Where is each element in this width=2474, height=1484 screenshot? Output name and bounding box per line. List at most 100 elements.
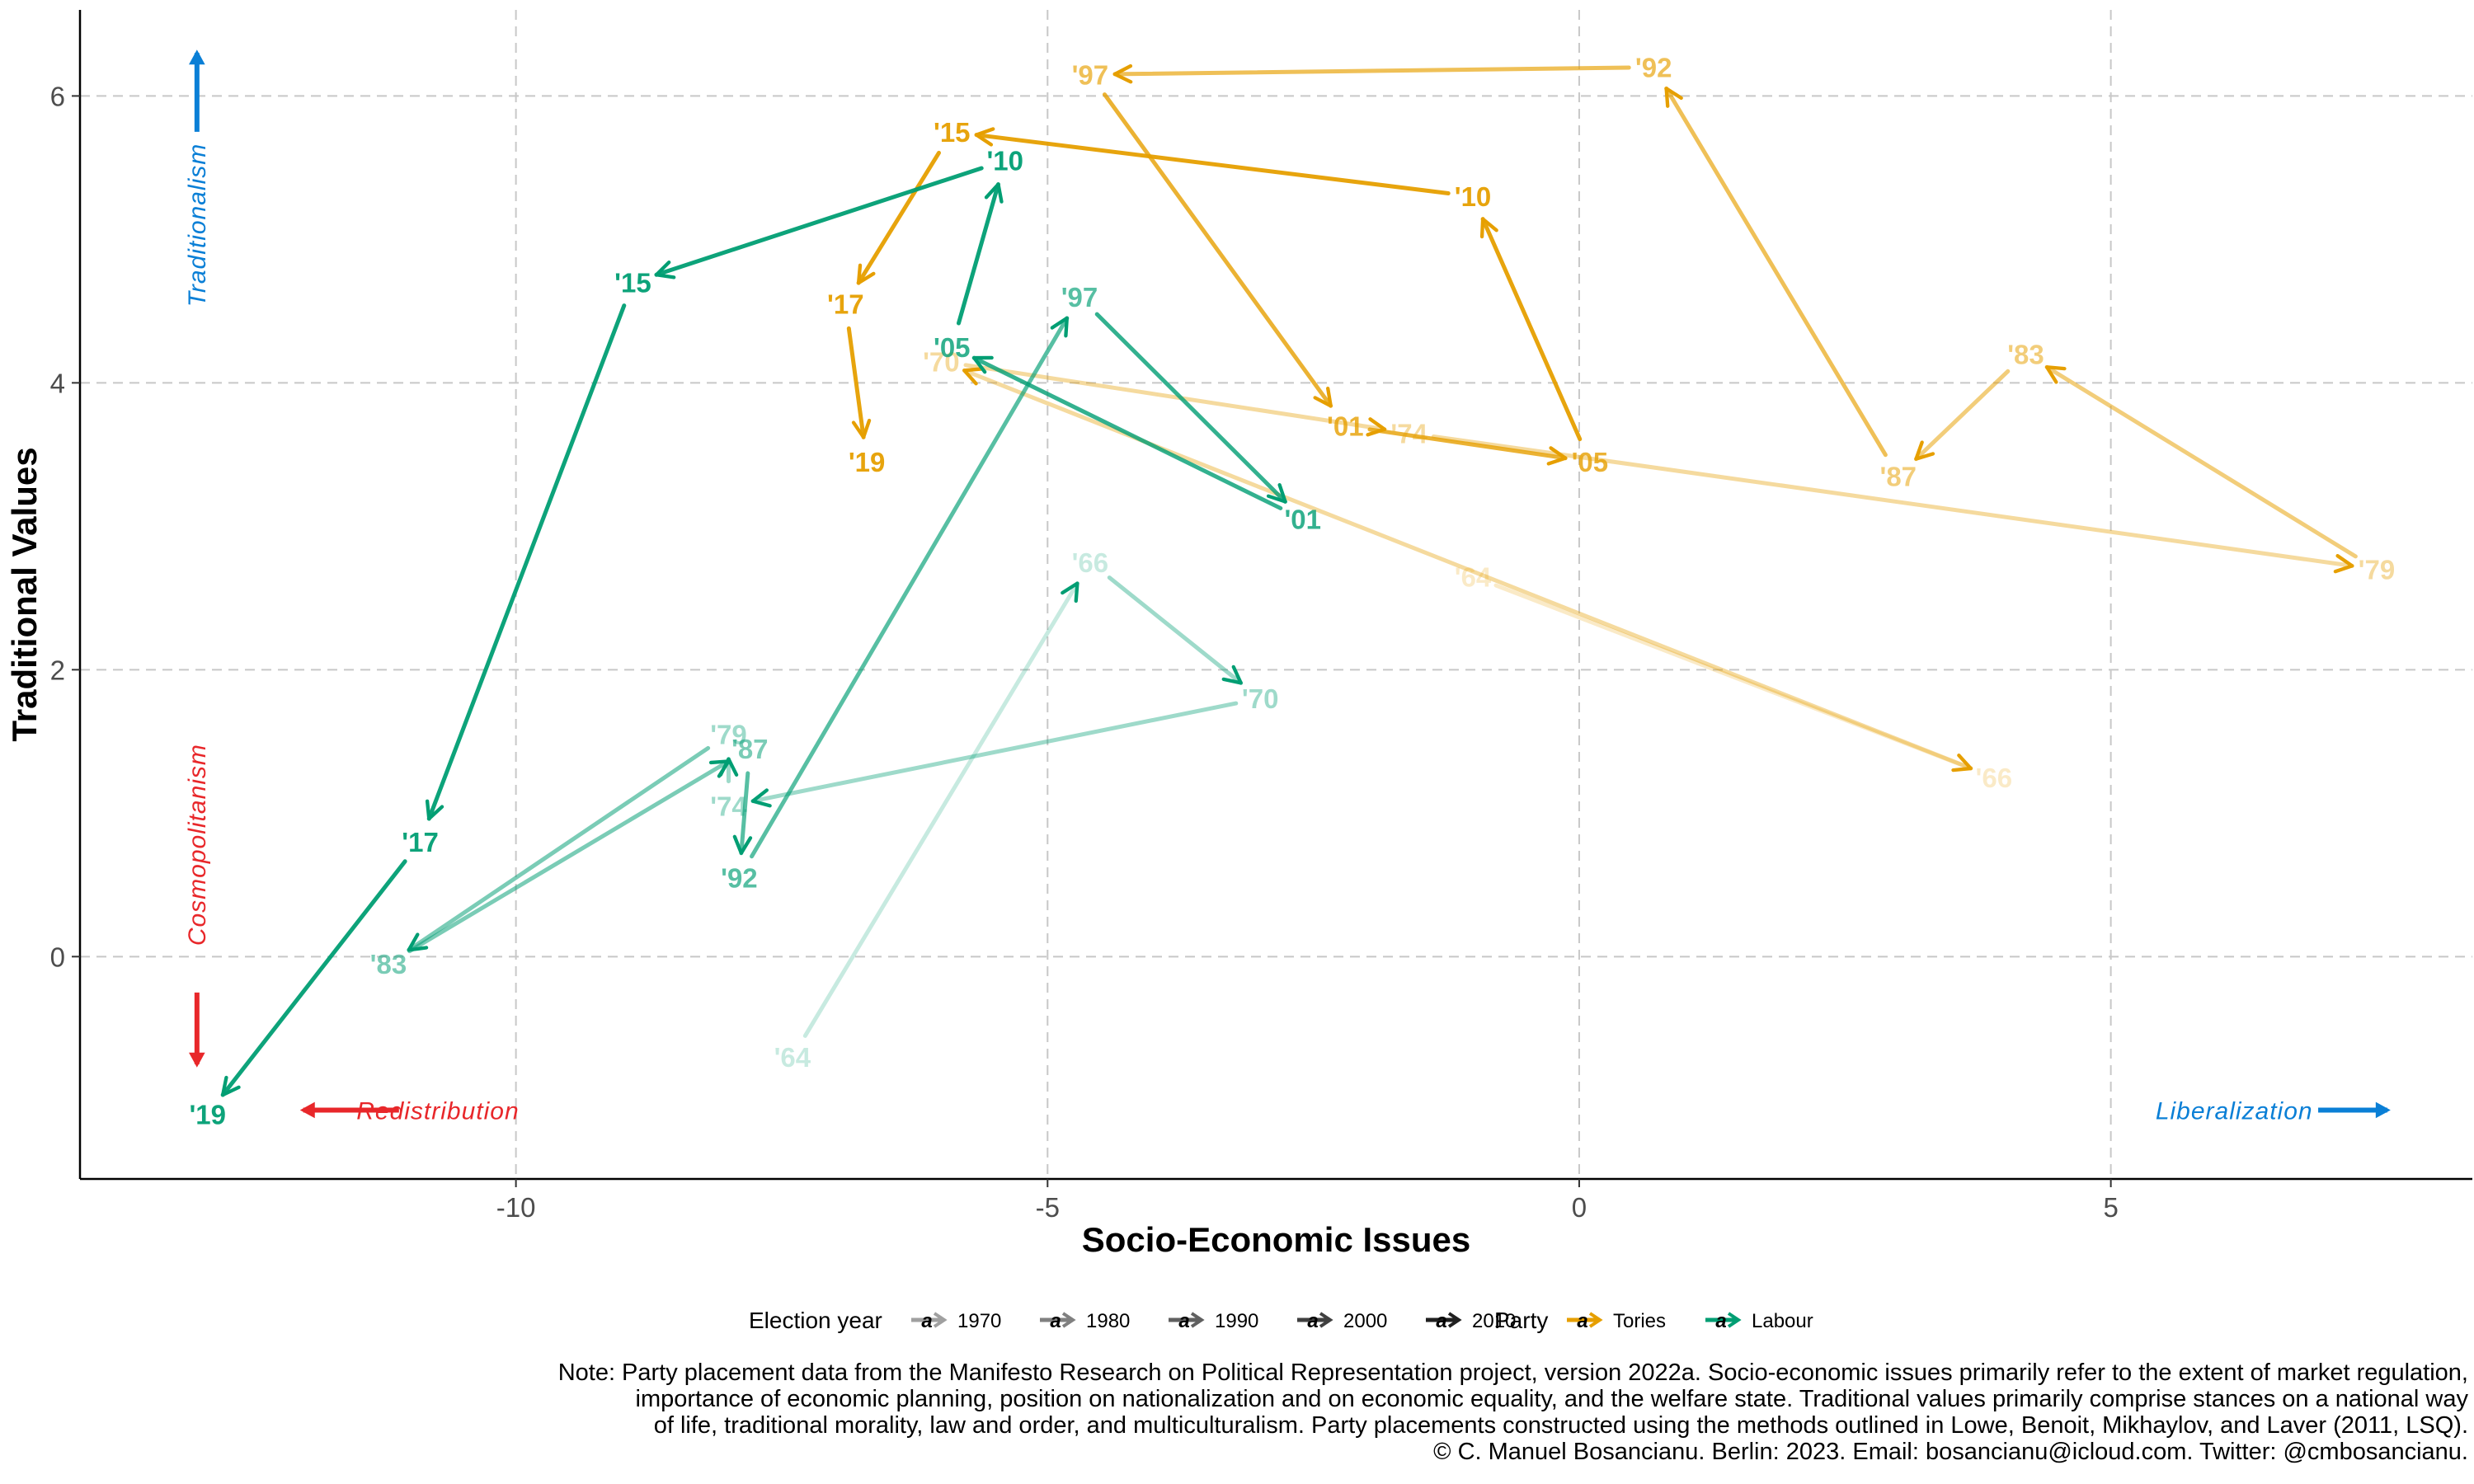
legend-key-arrowhead <box>1447 1312 1462 1328</box>
point-label-labour: '70 <box>1242 683 1279 714</box>
trajectory-segment-labour <box>407 745 711 952</box>
legend-party-label: Tories <box>1613 1310 1666 1332</box>
y-tick-label: 4 <box>50 368 65 398</box>
legend-year-label: 1980 <box>1086 1310 1130 1332</box>
y-tick-label: 6 <box>50 81 65 111</box>
legend-year-title: Election year <box>749 1308 882 1333</box>
redistribution-label: Redistribution <box>356 1097 519 1125</box>
cosmopolitanism-label: Cosmopolitanism <box>184 744 211 946</box>
point-label-tories: '97 <box>1072 59 1109 90</box>
data-series <box>220 63 2358 1097</box>
trajectory-segment-tories <box>1102 92 1333 408</box>
legend-key-arrowhead <box>1727 1312 1742 1328</box>
point-labels: '64 '66 '70 '74 '79 '83 '87 '92 '97 '01 '05 '10 '15 '… <box>189 53 2395 1130</box>
grid-lines <box>80 10 2472 1179</box>
point-label-tories: '15 <box>934 117 971 148</box>
legend-key-year: a 1990 <box>1169 1310 1258 1332</box>
trajectory-segment-tories <box>1493 583 1973 773</box>
redistribution-arrow-head <box>299 1101 315 1119</box>
series-labour <box>220 166 1287 1097</box>
trajectory-segment-labour <box>732 771 753 856</box>
point-label-labour: '17 <box>402 827 439 857</box>
x-tick-label: 0 <box>1572 1192 1587 1223</box>
legend-key-arrowhead <box>1061 1312 1076 1328</box>
legend-party-title: Party <box>1494 1308 1548 1333</box>
series-tories <box>846 63 2358 773</box>
point-label-labour: '10 <box>986 146 1023 176</box>
direction-indicators: Traditionalism Cosmopolitanism Redistribut… <box>184 49 2391 1125</box>
point-label-labour: '74 <box>710 791 747 822</box>
point-label-tories: '66 <box>1976 763 2013 793</box>
point-label-labour: '15 <box>614 268 651 298</box>
point-label-tories: '83 <box>2007 340 2044 370</box>
legend-year-label: 2010 <box>1472 1310 1516 1332</box>
legend-key-arrowhead <box>1190 1312 1205 1328</box>
legend-key-glyph: a <box>1050 1310 1061 1332</box>
trajectory-segment-tories <box>2044 364 2358 559</box>
trajectory-segment-labour <box>1094 312 1287 504</box>
legend-year-label: 1970 <box>957 1310 1001 1332</box>
legend-key-glyph: a <box>1436 1310 1446 1332</box>
point-label-labour: '79 <box>710 720 747 750</box>
point-label-labour: '64 <box>774 1042 811 1073</box>
trajectory-segment-tories <box>974 127 1451 195</box>
point-label-labour: '83 <box>370 949 407 979</box>
point-label-labour: '92 <box>721 863 758 894</box>
x-tick-label: -5 <box>1036 1192 1060 1223</box>
y-tick-label: 2 <box>50 655 65 685</box>
x-axis-title: Socio-Economic Issues <box>1082 1220 1470 1259</box>
point-label-labour: '66 <box>1072 547 1109 578</box>
legend-key-year: a 1980 <box>1040 1310 1130 1332</box>
trajectory-segment-tories <box>1367 427 1568 466</box>
point-label-tories: '17 <box>827 289 864 320</box>
traditionalism-label: Traditionalism <box>184 143 211 308</box>
legend-year-label: 1990 <box>1215 1310 1258 1332</box>
legend-party-label: Labour <box>1752 1310 1813 1332</box>
point-label-tories: '92 <box>1635 53 1672 83</box>
point-label-tories: '87 <box>1879 461 1917 491</box>
legend-key-year: a 1970 <box>911 1310 1001 1332</box>
liberalization-arrow-head <box>2375 1101 2391 1119</box>
point-label-labour: '05 <box>934 332 971 363</box>
point-label-tories: '05 <box>1572 447 1609 477</box>
trajectory-segment-labour <box>407 758 731 954</box>
point-label-tories: '74 <box>1390 418 1427 448</box>
trajectory-segment-tories <box>856 150 941 285</box>
point-label-tories: '19 <box>849 447 886 477</box>
legend-key-arrowhead <box>933 1312 948 1328</box>
caption-line-3: of life, traditional morality, law and o… <box>654 1412 2468 1439</box>
trajectory-segment-labour <box>1107 575 1244 685</box>
point-label-labour: '97 <box>1061 282 1098 312</box>
trajectory-segment-tories <box>1664 86 1888 458</box>
legend-key-arrowhead <box>1319 1312 1333 1328</box>
trajectory-segment-labour <box>750 316 1070 859</box>
caption-line-4: © C. Manuel Bosancianu. Berlin: 2023. Em… <box>1433 1439 2468 1465</box>
trajectory-segment-labour <box>956 182 1004 326</box>
x-tick-label: -10 <box>496 1192 536 1223</box>
caption-line-1: Note: Party placement data from the Mani… <box>558 1360 2468 1386</box>
legend-key-glyph: a <box>1577 1310 1587 1332</box>
trajectory-segment-labour <box>220 859 407 1097</box>
y-tick-label: 0 <box>50 942 65 972</box>
trajectory-segment-labour <box>802 581 1079 1038</box>
trajectory-segment-labour <box>654 166 984 279</box>
trajectory-segment-tories <box>1431 434 2354 574</box>
legend-key-glyph: a <box>1715 1310 1726 1332</box>
point-label-labour: '19 <box>189 1100 226 1130</box>
legend-key-glyph: a <box>1178 1310 1189 1332</box>
legend-key-arrowhead <box>1588 1312 1603 1328</box>
trajectory-segment-tories <box>1479 217 1583 442</box>
point-label-tories: '70 <box>923 346 960 377</box>
trajectory-segment-labour <box>425 303 627 821</box>
axes: -10 -5 0 5 0 2 4 6 <box>50 10 2472 1223</box>
legend-key-year: a 2010 <box>1426 1310 1516 1332</box>
legend-year-label: 2000 <box>1343 1310 1387 1332</box>
point-label-tories: '79 <box>2359 555 2396 585</box>
cosmopolitanism-arrow-head <box>189 1052 205 1068</box>
point-label-labour: '87 <box>731 734 769 764</box>
trajectory-segment-tories <box>846 326 872 439</box>
traditionalism-arrow-head <box>189 49 205 65</box>
point-label-tories: '10 <box>1455 181 1492 212</box>
legend-key-glyph: a <box>921 1310 932 1332</box>
